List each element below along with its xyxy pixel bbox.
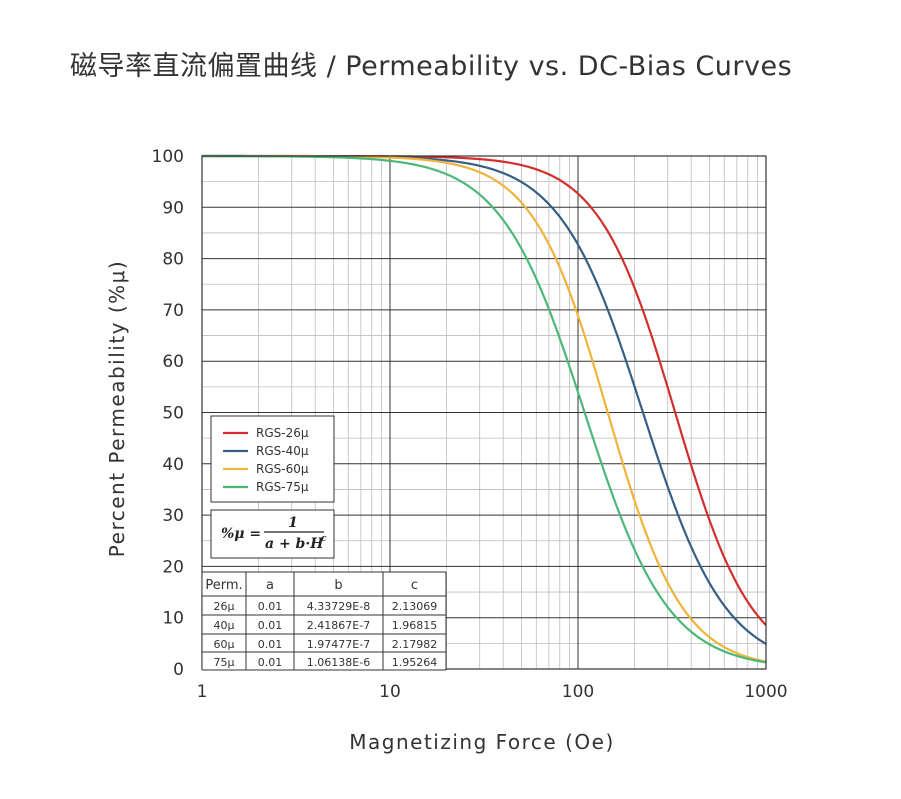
table-cell: 1.96815 <box>392 619 438 632</box>
legend-label: RGS-75μ <box>256 480 309 494</box>
legend-label: RGS-40μ <box>256 444 309 458</box>
x-tick-label: 1000 <box>744 682 787 702</box>
table-background <box>202 572 446 670</box>
table-cell: 0.01 <box>258 600 283 613</box>
table-cell: 60μ <box>214 638 235 651</box>
y-tick-label: 100 <box>152 147 184 167</box>
table-cell: 40μ <box>214 619 235 632</box>
table-cell: 0.01 <box>258 656 283 669</box>
formula-exponent: c <box>321 534 327 544</box>
y-axis-label: Percent Permeability (%μ) <box>105 260 129 557</box>
table-cell: 2.13069 <box>392 600 438 613</box>
y-tick-label: 30 <box>162 506 184 526</box>
plot-frame <box>201 155 767 670</box>
table-cell: 0.01 <box>258 619 283 632</box>
y-tick-label: 60 <box>162 352 184 372</box>
formula-lhs: %μ = <box>221 526 261 542</box>
table-cell: 2.41867E-7 <box>307 619 370 632</box>
table-header-cell: c <box>411 578 418 593</box>
table-header-cell: Perm. <box>205 578 242 593</box>
y-tick-label: 90 <box>162 198 184 218</box>
x-tick-labels: 1 10 100 1000 <box>197 682 788 702</box>
y-tick-label: 80 <box>162 250 184 270</box>
legend-label: RGS-26μ <box>256 426 309 440</box>
table-cell: 4.33729E-8 <box>307 600 370 613</box>
table-cell: 2.17982 <box>392 638 438 651</box>
x-tick-label: 1 <box>197 682 208 702</box>
legend: RGS-26μ RGS-40μ RGS-60μ RGS-75μ <box>210 415 335 503</box>
table-cell: 1.97477E-7 <box>307 638 370 651</box>
table-cell: 1.95264 <box>392 656 438 669</box>
formula-denominator: a + b·H <box>265 536 324 552</box>
table-header-cell: b <box>334 578 342 593</box>
x-tick-label: 10 <box>379 682 401 702</box>
y-tick-label: 40 <box>162 455 184 475</box>
series-line <box>202 154 767 645</box>
formula-numerator: 1 <box>288 515 298 531</box>
y-tick-label: 10 <box>162 609 184 629</box>
table-cell: 0.01 <box>258 638 283 651</box>
formula-box: %μ = 1 a + b·H c <box>210 509 335 559</box>
legend-label: RGS-60μ <box>256 462 309 476</box>
y-tick-label: 0 <box>173 660 184 680</box>
y-tick-label: 20 <box>162 557 184 577</box>
parameter-table: Perm. a b c 26μ 0.01 4.33729E-8 2.13069 40μ 0.01 2… <box>201 571 447 671</box>
x-tick-label: 100 <box>562 682 594 702</box>
table-header-cell: a <box>266 578 274 593</box>
formula-frame <box>210 509 335 559</box>
table-cell: 1.06138E-6 <box>307 656 370 669</box>
x-axis-label: Magnetizing Force (Oe) <box>349 730 615 754</box>
y-tick-labels: 0 10 20 30 40 50 60 70 80 90 100 <box>152 147 184 680</box>
table-cell: 26μ <box>214 600 235 613</box>
table-cell: 75μ <box>214 656 235 669</box>
y-tick-label: 50 <box>162 404 184 424</box>
chart-title: 磁导率直流偏置曲线 / Permeability vs. DC-Bias Cur… <box>70 51 793 82</box>
y-tick-label: 70 <box>162 301 184 321</box>
